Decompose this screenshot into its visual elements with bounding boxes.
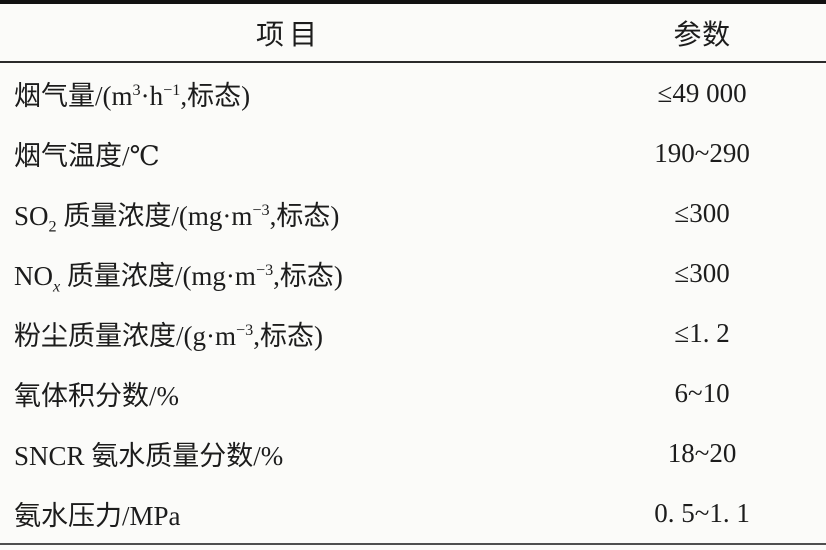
table-row-oxygen-volume-fraction: 氧体积分数/% 6~10	[0, 363, 826, 423]
table-row-dust-concentration: 粉尘质量浓度/(g·m−3,标态) ≤1. 2	[0, 303, 826, 363]
row-label: 烟气温度/℃	[14, 140, 160, 171]
row-value: 0. 5~1. 1	[654, 497, 750, 528]
row-label: SNCR 氨水质量分数/%	[14, 440, 284, 471]
row-label: NOx 质量浓度/(mg·m−3,标态)	[14, 260, 343, 295]
column-header-item: 项目	[256, 19, 323, 51]
row-value: ≤1. 2	[674, 317, 730, 348]
table-row-ammonia-pressure: 氨水压力/MPa 0. 5~1. 1	[0, 483, 826, 543]
row-label: 氨水压力/MPa	[14, 500, 181, 531]
row-label: 氧体积分数/%	[14, 380, 179, 411]
row-value: 6~10	[674, 377, 730, 408]
row-label: 粉尘质量浓度/(g·m−3,标态)	[14, 320, 323, 351]
table-row-flue-gas-volume: 烟气量/(m3·h−1,标态) ≤49 000	[0, 63, 826, 123]
table-row-nox-concentration: NOx 质量浓度/(mg·m−3,标态) ≤300	[0, 243, 826, 303]
table-row-sncr-ammonia-mass-fraction: SNCR 氨水质量分数/% 18~20	[0, 423, 826, 483]
row-value: ≤300	[674, 197, 730, 228]
row-value: ≤300	[674, 257, 730, 288]
table-header-row: 项目 参数	[0, 4, 826, 63]
row-value: 18~20	[667, 437, 737, 468]
table-row-flue-gas-temperature: 烟气温度/℃ 190~290	[0, 123, 826, 183]
row-value: ≤49 000	[657, 77, 747, 108]
row-label: 烟气量/(m3·h−1,标态)	[14, 80, 251, 111]
column-header-parameter: 参数	[673, 19, 731, 51]
row-value: 190~290	[654, 137, 750, 168]
row-label: SO2 质量浓度/(mg·m−3,标态)	[14, 200, 340, 235]
table-row-so2-concentration: SO2 质量浓度/(mg·m−3,标态) ≤300	[0, 183, 826, 243]
